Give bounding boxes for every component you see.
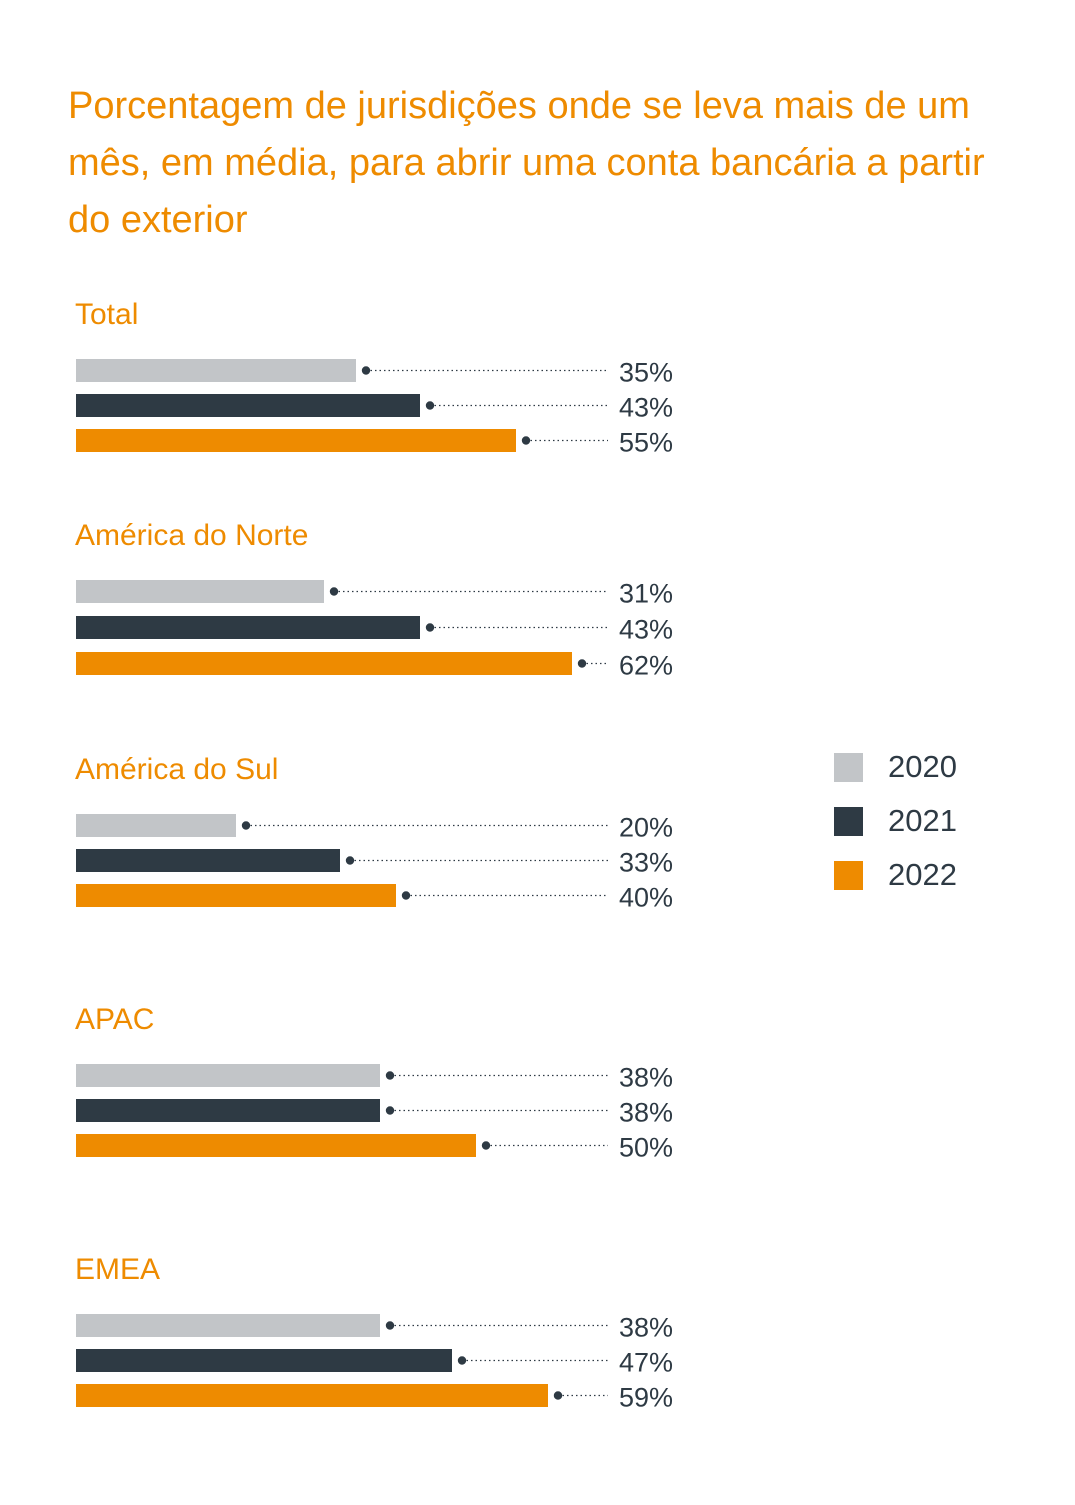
legend-item-2022: 2022 xyxy=(834,848,1034,902)
leader-dot xyxy=(457,1356,467,1365)
bar xyxy=(76,1064,380,1087)
data-label: 43% xyxy=(619,393,673,423)
data-label: 38% xyxy=(619,1098,673,1128)
bar xyxy=(76,1349,452,1372)
data-label: 50% xyxy=(619,1133,673,1163)
legend-label-2022: 2022 xyxy=(888,857,957,892)
leader-dot xyxy=(521,436,531,445)
bar xyxy=(76,1134,476,1157)
data-label: 40% xyxy=(619,883,673,913)
bar xyxy=(76,652,572,675)
data-label: 59% xyxy=(619,1383,673,1413)
data-label: 62% xyxy=(619,651,673,681)
leader-dot xyxy=(385,1071,395,1080)
group-label: APAC xyxy=(75,1003,154,1036)
data-label: 33% xyxy=(619,848,673,878)
data-label: 38% xyxy=(619,1063,673,1093)
leader-dot xyxy=(425,401,435,410)
bar xyxy=(76,849,340,872)
group-label: EMEA xyxy=(75,1253,160,1286)
bar xyxy=(76,359,356,382)
leader-dot xyxy=(329,587,339,596)
data-label: 35% xyxy=(619,358,673,388)
legend-label-2020: 2020 xyxy=(888,749,957,784)
bar xyxy=(76,884,396,907)
data-label: 31% xyxy=(619,579,673,609)
leader-dot xyxy=(361,366,371,375)
data-label: 55% xyxy=(619,428,673,458)
data-label: 47% xyxy=(619,1348,673,1378)
leader-dot xyxy=(481,1141,491,1150)
chart-title: Porcentagem de jurisdições onde se leva … xyxy=(68,85,985,241)
bar xyxy=(76,580,324,603)
leader-dot xyxy=(345,856,355,865)
group-label: Total xyxy=(75,298,138,331)
legend-swatch-2021 xyxy=(834,806,863,836)
bar xyxy=(76,1314,380,1337)
leader-dot xyxy=(385,1106,395,1115)
bar xyxy=(76,394,420,417)
leader-dot xyxy=(385,1321,395,1330)
leader-dot xyxy=(553,1391,563,1400)
bar xyxy=(76,814,236,837)
bar xyxy=(76,616,420,639)
leader-dot xyxy=(241,821,251,830)
legend-swatch-2020 xyxy=(834,752,863,782)
group-label: América do Norte xyxy=(75,519,308,552)
bar xyxy=(76,1384,548,1407)
bar xyxy=(76,1099,380,1122)
leader-dot xyxy=(577,659,587,668)
data-label: 43% xyxy=(619,615,673,645)
leader-dot xyxy=(401,891,411,900)
data-label: 38% xyxy=(619,1313,673,1343)
legend-label-2021: 2021 xyxy=(888,803,957,838)
data-label: 20% xyxy=(619,813,673,843)
legend-item-2021: 2021 xyxy=(834,794,1034,848)
legend-item-2020: 2020 xyxy=(834,740,1034,794)
legend: 2020 2021 2022 xyxy=(834,740,1034,902)
group-label: América do Sul xyxy=(75,753,278,786)
bar xyxy=(76,429,516,452)
legend-swatch-2022 xyxy=(834,860,863,890)
leader-dot xyxy=(425,623,435,632)
